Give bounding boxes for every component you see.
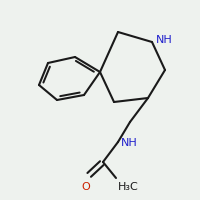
Text: NH: NH — [121, 138, 138, 148]
Text: O: O — [82, 182, 90, 192]
Text: NH: NH — [156, 35, 173, 45]
Text: H₃C: H₃C — [118, 182, 139, 192]
